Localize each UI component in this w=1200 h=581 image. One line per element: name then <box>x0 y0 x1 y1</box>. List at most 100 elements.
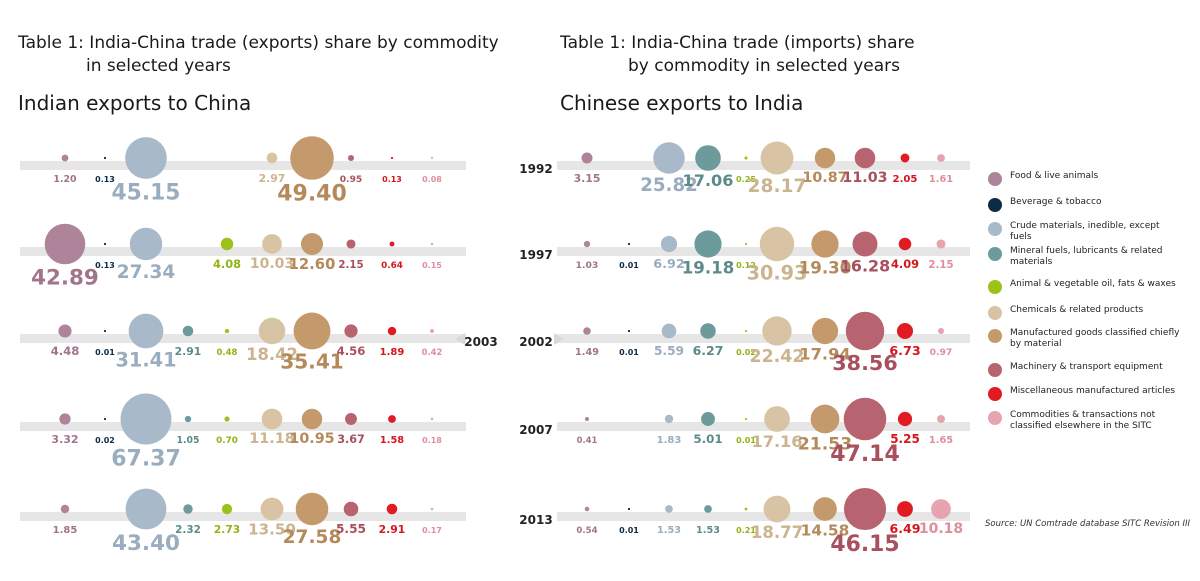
left-table-title: Table 1: India-China trade (exports) sha… <box>18 33 499 53</box>
bubble-right-2013-9 <box>897 501 913 517</box>
value-label-right-2007-5: 0.01 <box>736 436 756 445</box>
value-label-left-2007-9: 1.58 <box>380 435 404 446</box>
value-label-right-1992-1: 3.15 <box>574 172 601 185</box>
value-label-right-2007-4: 5.01 <box>693 432 722 446</box>
value-label-right-2013-10: 10.18 <box>919 521 963 537</box>
right-table-title-line2: by commodity in selected years <box>628 56 901 76</box>
bubble-left-2003-6 <box>258 317 286 345</box>
legend-swatch <box>988 306 1002 320</box>
value-label-right-1997-1: 1.03 <box>576 260 599 271</box>
bubble-right-2013-8 <box>843 487 887 531</box>
bubble-left-2003-4 <box>182 325 194 337</box>
bubble-right-2002-5 <box>744 329 748 333</box>
legend-swatch <box>988 198 1002 212</box>
bubble-right-1997-10 <box>936 239 946 249</box>
value-label-left-2003-2: 0.01 <box>95 348 115 357</box>
bubble-right-1992-10 <box>937 154 945 162</box>
year-label-1997: 1997 <box>519 248 552 262</box>
year-pointer-right <box>554 333 564 345</box>
value-label-right-2013-1: 0.54 <box>576 526 597 536</box>
value-label-right-2002-7: 17.94 <box>799 345 851 364</box>
value-label-left-2003-3: 31.41 <box>116 349 177 372</box>
bubble-left-1992-3 <box>125 137 167 179</box>
legend-swatch <box>988 363 1002 377</box>
value-label-left-2003-6: 18.42 <box>246 345 298 364</box>
bubble-right-1992-3 <box>653 142 685 174</box>
value-label-right-2002-1: 1.49 <box>575 347 599 358</box>
bubble-left-2003-5 <box>224 328 230 334</box>
bubble-left-1992-10 <box>430 156 434 160</box>
value-label-right-1997-9: 4.09 <box>891 257 919 271</box>
bubble-right-1997-2 <box>627 242 631 246</box>
legend-label: Animal & vegetable oil, fats & waxes <box>1010 279 1176 289</box>
bubble-left-2007-6 <box>261 408 283 430</box>
row-band-right-2002 <box>557 334 970 343</box>
value-label-left-2013-10: 0.17 <box>422 526 442 535</box>
bubble-left-1997-1 <box>44 223 86 265</box>
value-label-right-2007-1: 0.41 <box>577 435 598 445</box>
legend-label: Machinery & transport equipment <box>1010 362 1163 372</box>
bubble-right-2013-1 <box>584 506 590 512</box>
value-label-right-2002-5: 0.02 <box>736 348 756 357</box>
bubble-left-2013-9 <box>386 503 398 515</box>
bubble-right-2013-4 <box>704 505 712 513</box>
value-label-right-2013-6: 18.77 <box>751 523 803 542</box>
value-label-left-2003-4: 2.91 <box>175 345 202 358</box>
bubble-right-2013-10 <box>931 499 951 519</box>
value-label-right-1992-10: 1.61 <box>929 174 953 185</box>
bubble-left-2013-7 <box>295 492 329 526</box>
value-label-left-1992-7: 49.40 <box>277 182 347 207</box>
bubble-right-2002-7 <box>811 317 839 345</box>
bubble-left-2013-5 <box>221 503 233 515</box>
bubble-left-2003-2 <box>103 329 107 333</box>
year-pointer-left <box>455 333 465 345</box>
year-label-2002: 2002 <box>519 335 552 349</box>
value-label-right-1992-8: 11.03 <box>842 170 887 186</box>
row-band-left-2007 <box>20 422 466 431</box>
legend-label: Miscellaneous manufactured articles <box>1010 386 1176 396</box>
value-label-right-1997-3: 6.92 <box>653 257 685 272</box>
bubble-left-1992-9 <box>390 156 394 160</box>
left-chart-title: Indian exports to China <box>18 91 252 115</box>
bubble-right-1997-8 <box>852 231 878 257</box>
value-label-right-1997-6: 30.93 <box>747 262 808 285</box>
bubble-right-1997-5 <box>744 242 748 246</box>
value-label-right-1992-3: 25.82 <box>640 175 698 196</box>
bubble-left-1997-6 <box>262 234 282 254</box>
bubble-right-2007-9 <box>897 411 913 427</box>
value-label-right-1997-8: 16.28 <box>840 257 890 276</box>
year-label-2013: 2013 <box>519 513 552 527</box>
value-label-left-2013-9: 2.91 <box>379 523 406 536</box>
bubble-left-2013-3 <box>125 488 167 530</box>
value-label-left-1997-9: 0.64 <box>381 261 403 271</box>
value-label-right-1992-5: 0.25 <box>736 174 756 184</box>
value-label-right-2013-5: 0.21 <box>736 526 756 535</box>
bubble-right-1992-7 <box>814 147 836 169</box>
value-label-left-1992-3: 45.15 <box>112 181 181 206</box>
value-label-left-1997-5: 4.08 <box>213 257 241 271</box>
value-label-left-2003-7: 35.41 <box>280 350 344 374</box>
value-label-right-2002-10: 0.97 <box>930 347 953 358</box>
value-label-right-2002-9: 6.73 <box>889 343 920 358</box>
bubble-right-2007-5 <box>744 417 748 421</box>
bubble-left-1997-2 <box>103 242 107 246</box>
bubble-left-1997-10 <box>430 242 434 246</box>
bubble-left-2007-9 <box>388 415 396 423</box>
legend-swatch <box>988 280 1002 294</box>
value-label-left-2013-8: 5.55 <box>336 522 366 536</box>
bubble-left-2007-5 <box>224 416 230 422</box>
year-label-2007: 2007 <box>519 423 552 437</box>
legend-label: Crude materials, inedible, except fuels <box>1010 221 1160 242</box>
value-label-right-1992-6: 28.17 <box>747 176 806 197</box>
value-label-left-1992-10: 0.08 <box>422 175 442 184</box>
bubble-left-2013-4 <box>183 504 193 514</box>
value-label-right-2013-8: 46.15 <box>830 532 899 557</box>
bubble-right-1992-6 <box>760 141 794 175</box>
bubble-right-1992-1 <box>581 152 593 164</box>
row-band-right-2007 <box>557 422 970 431</box>
row-band-left-1997 <box>20 247 466 256</box>
bubble-right-2013-7 <box>813 497 837 521</box>
bubble-left-2003-3 <box>128 313 164 349</box>
value-label-right-2007-9: 5.25 <box>890 432 920 446</box>
